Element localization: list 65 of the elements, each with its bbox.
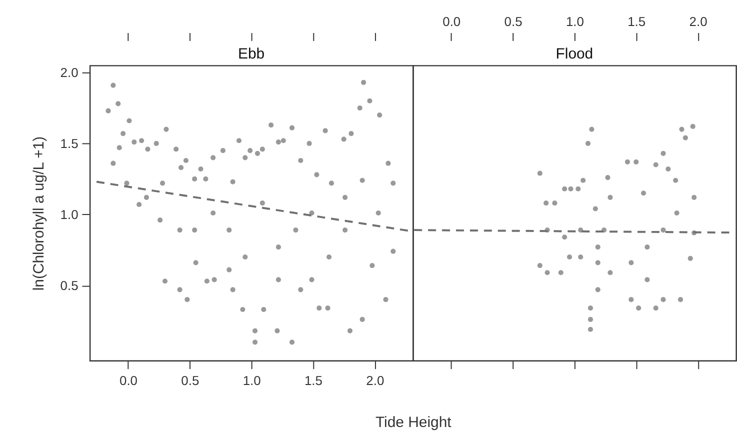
x-tick-label: 1.0 [242,373,261,388]
point [592,206,598,212]
point [690,124,696,129]
x-tick-label: 1.0 [566,14,584,30]
x-tick-label: 0.5 [504,14,522,30]
point [673,178,678,183]
point [562,234,568,240]
point [558,270,564,276]
y-tick-label: 0.5 [60,278,78,293]
point [578,254,584,260]
point [595,260,600,266]
point [628,297,634,302]
x-axis-title: Tide Height [375,414,452,431]
point [660,297,666,302]
point [562,186,568,192]
point [588,316,594,322]
point [588,326,594,332]
point [688,256,693,261]
x-tick-label: 2.0 [366,373,384,388]
point [552,200,558,206]
point [589,126,594,132]
point [595,287,600,292]
point [537,170,542,176]
point [608,194,613,200]
point [544,270,550,276]
point [660,150,666,156]
point [692,194,697,200]
point [653,162,658,168]
x-tick-label: 1.5 [628,14,646,30]
y-tick-label: 1.5 [60,136,78,151]
point [634,159,639,164]
y-tick-label: 2.0 [60,64,78,80]
point [585,140,591,146]
point [628,260,634,266]
point [608,270,613,276]
point [653,306,658,311]
point [674,210,680,216]
point [640,190,646,196]
point [537,262,542,268]
point [679,126,684,132]
chart-title: Flood [556,45,594,62]
point [580,178,586,183]
point [566,254,572,260]
chart-title: Ebb [238,45,265,62]
point [605,174,610,180]
y-tick-label: 1.0 [60,206,78,222]
point [644,244,650,250]
point [576,186,581,192]
x-tick-label: 1.5 [304,373,322,388]
point [678,297,684,302]
x-tick-label: 0.0 [442,14,461,30]
point [644,277,650,282]
y-axis-title: ln(Chlorohyll a ug/L +1) [30,136,48,291]
x-tick-label: 0.5 [181,373,200,388]
point [636,306,642,311]
point [624,159,630,164]
point [568,186,574,192]
point [544,200,549,206]
x-tick-label: 2.0 [689,14,708,30]
point [588,306,594,311]
point [595,244,600,250]
point [682,135,688,140]
point [660,228,666,233]
point [666,166,671,172]
x-tick-label: 0.0 [119,373,138,388]
